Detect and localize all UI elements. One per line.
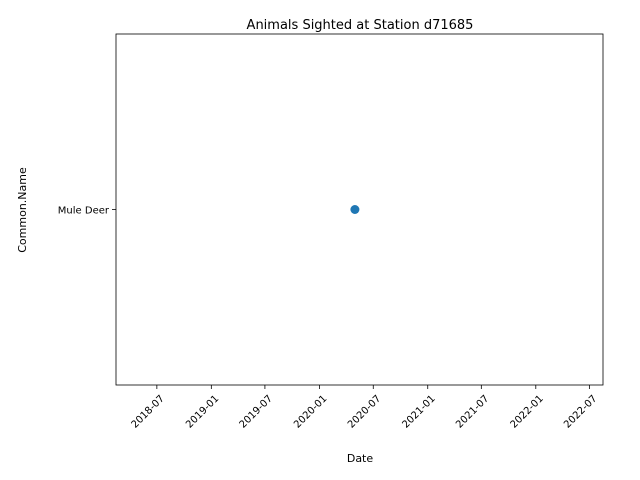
chart-title: Animals Sighted at Station d71685 [247,18,474,33]
y-tick-label: Mule Deer [58,206,110,217]
data-points [350,205,360,214]
x-axis-label: Date [347,452,374,465]
data-point [350,205,360,214]
y-axis-label: Common.Name [16,167,29,253]
y-axis-ticks: Mule Deer [58,206,116,217]
